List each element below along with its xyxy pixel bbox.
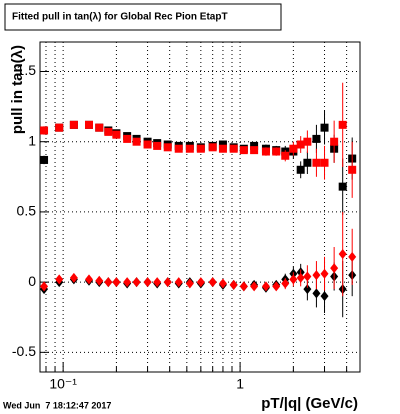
timestamp: Wed Jun 7 18:12:47 2017 bbox=[3, 400, 111, 410]
marker bbox=[218, 144, 227, 153]
marker bbox=[320, 123, 329, 132]
marker bbox=[281, 151, 290, 160]
marker bbox=[208, 277, 217, 288]
marker bbox=[320, 268, 329, 279]
marker bbox=[132, 137, 141, 146]
marker bbox=[208, 143, 217, 152]
marker bbox=[303, 158, 312, 167]
marker bbox=[123, 277, 132, 288]
marker bbox=[218, 140, 227, 149]
marker bbox=[239, 281, 248, 292]
marker bbox=[174, 277, 183, 288]
marker bbox=[348, 165, 357, 174]
marker bbox=[229, 144, 238, 153]
marker bbox=[281, 278, 290, 289]
title-box bbox=[4, 3, 282, 31]
marker bbox=[250, 146, 259, 155]
marker bbox=[303, 137, 312, 146]
marker bbox=[272, 281, 281, 292]
marker bbox=[261, 281, 270, 292]
y-tick-label: 1.5 bbox=[17, 62, 37, 78]
marker bbox=[272, 147, 281, 156]
marker bbox=[250, 141, 259, 150]
marker bbox=[312, 288, 321, 299]
marker bbox=[104, 127, 113, 136]
marker bbox=[289, 274, 298, 285]
marker bbox=[348, 251, 357, 262]
marker bbox=[84, 120, 93, 129]
marker bbox=[69, 272, 78, 283]
marker bbox=[123, 134, 132, 143]
plot-frame bbox=[39, 41, 361, 373]
marker bbox=[338, 120, 347, 129]
marker bbox=[143, 140, 152, 149]
marker bbox=[174, 144, 183, 153]
marker bbox=[132, 277, 141, 288]
marker bbox=[153, 277, 162, 288]
marker bbox=[312, 158, 321, 167]
y-tick-label: 0.5 bbox=[17, 203, 37, 219]
y-tick-label: 1 bbox=[28, 132, 36, 148]
marker bbox=[320, 158, 329, 167]
marker bbox=[289, 144, 298, 153]
marker bbox=[250, 281, 259, 292]
marker bbox=[112, 130, 121, 139]
marker bbox=[330, 263, 339, 274]
chart-title: Fitted pull in tan(λ) for Global Rec Pio… bbox=[12, 12, 228, 23]
y-tick-label: -0.5 bbox=[12, 343, 36, 359]
marker bbox=[185, 278, 194, 289]
marker bbox=[84, 274, 93, 285]
marker bbox=[338, 182, 347, 191]
marker bbox=[296, 272, 305, 283]
marker bbox=[55, 123, 64, 132]
marker bbox=[104, 277, 113, 288]
marker bbox=[312, 270, 321, 281]
marker bbox=[40, 155, 49, 164]
marker bbox=[303, 271, 312, 282]
marker bbox=[112, 277, 121, 288]
marker bbox=[69, 120, 78, 129]
y-tick-label: 0 bbox=[28, 273, 36, 289]
marker bbox=[95, 275, 104, 286]
marker bbox=[196, 277, 205, 288]
x-tick-label: 10⁻¹ bbox=[49, 376, 77, 392]
marker bbox=[153, 141, 162, 150]
marker bbox=[95, 123, 104, 132]
marker bbox=[330, 137, 339, 146]
marker bbox=[303, 284, 312, 295]
x-tick-label: 1 bbox=[236, 376, 244, 392]
marker bbox=[239, 146, 248, 155]
marker bbox=[320, 291, 329, 302]
marker bbox=[163, 277, 172, 288]
marker bbox=[218, 278, 227, 289]
marker bbox=[196, 144, 205, 153]
marker bbox=[229, 279, 238, 290]
marker bbox=[40, 281, 49, 292]
marker bbox=[185, 144, 194, 153]
marker bbox=[296, 140, 305, 149]
marker bbox=[338, 249, 347, 260]
marker bbox=[143, 277, 152, 288]
marker bbox=[312, 134, 321, 143]
y-axis-label: pull in tan(λ) bbox=[9, 45, 26, 134]
marker bbox=[55, 274, 64, 285]
x-axis-label: pT/|q| (GeV/c) bbox=[261, 395, 358, 412]
marker bbox=[261, 147, 270, 156]
marker bbox=[163, 143, 172, 152]
marker bbox=[40, 126, 49, 135]
marker bbox=[296, 165, 305, 174]
